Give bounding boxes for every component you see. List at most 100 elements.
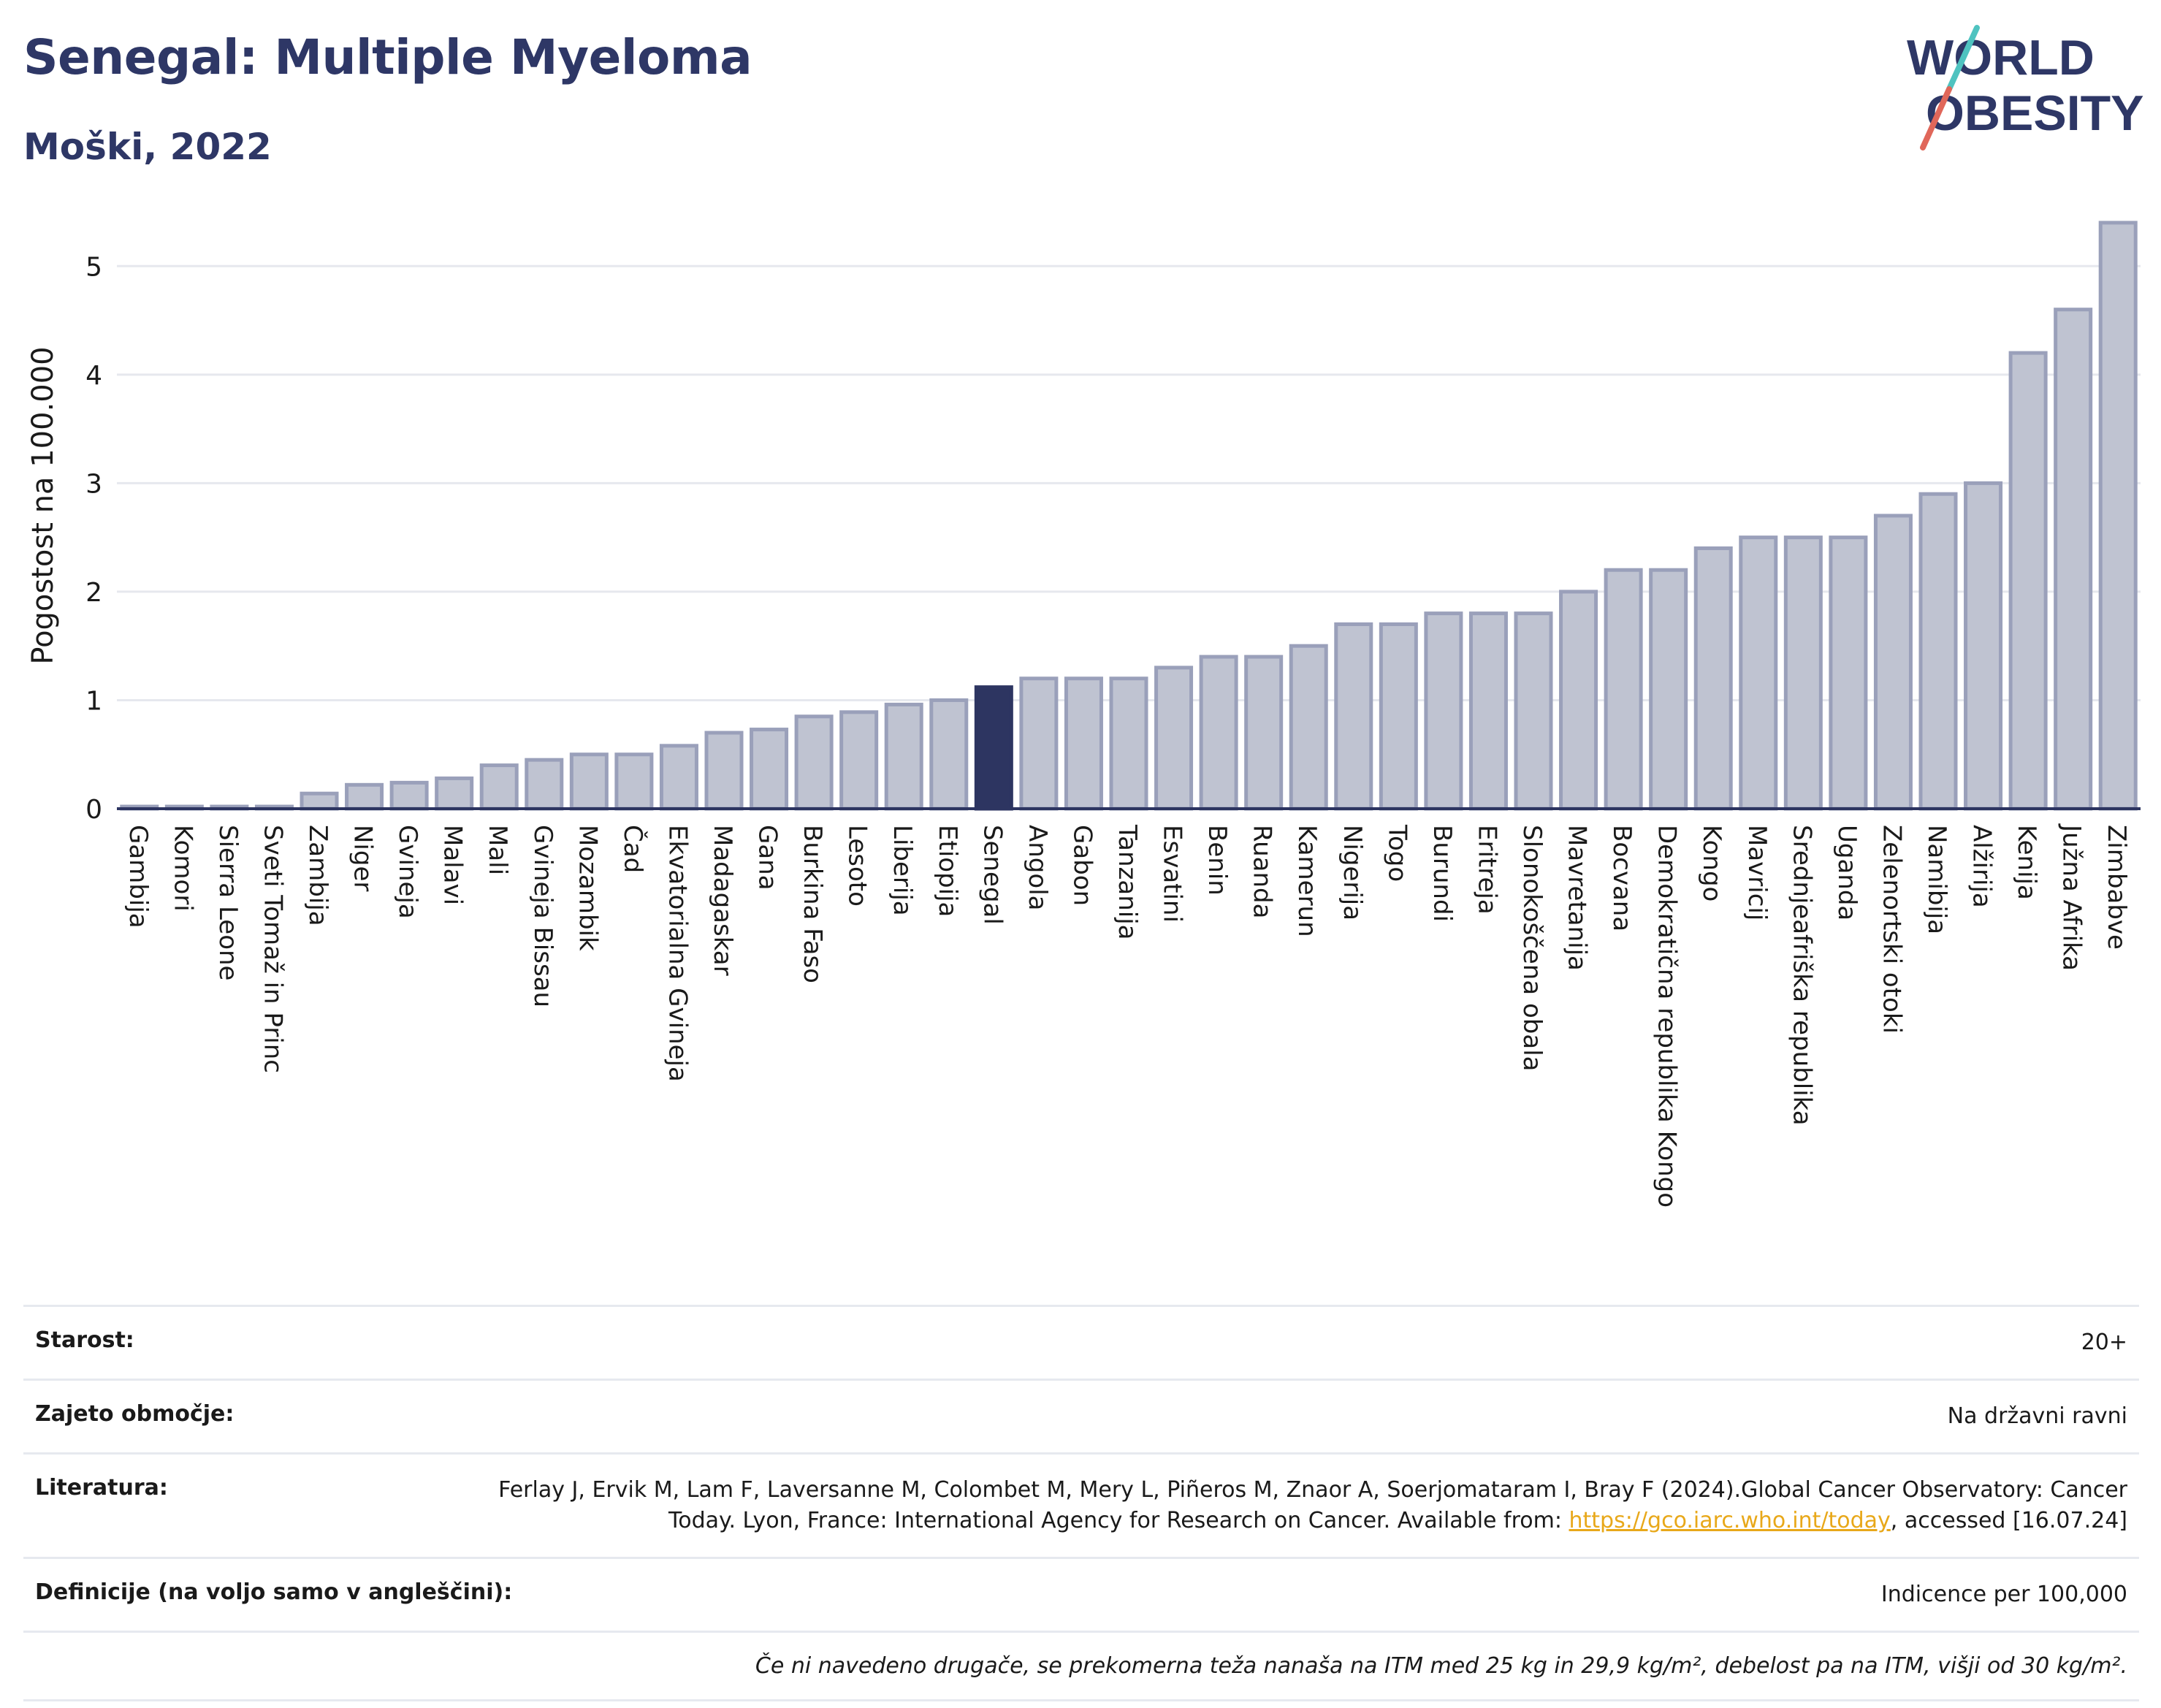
- x-tick-label: Gvineja Bissau: [528, 825, 557, 1007]
- bar-eritreja: [1468, 611, 1508, 811]
- bar-srednjeafriška-republika: [1783, 535, 1823, 811]
- coverage-label: Zajeto območje:: [35, 1401, 235, 1427]
- bar-angola: [1019, 676, 1059, 811]
- reference-value: Ferlay J, Ervik M, Lam F, Laversanne M, …: [447, 1475, 2127, 1536]
- x-tick-label: Ruanda: [1248, 825, 1277, 918]
- bar-chart: 0 1 2 3 4 5 Gambija Komori Sierra Leone Sveti To…: [26, 221, 2141, 1208]
- bar-liberija: [884, 702, 923, 811]
- x-tick-label: Gana: [753, 825, 782, 891]
- x-tick-label: Mali: [483, 825, 512, 875]
- x-tick-label: Uganda: [1832, 825, 1861, 920]
- x-tick-label: Kamerun: [1292, 825, 1322, 937]
- bar-slonokoščena-obala: [1514, 611, 1553, 811]
- x-tick-label: Senegal: [977, 825, 1007, 925]
- bar-lesoto: [839, 710, 879, 811]
- bar-kongo: [1693, 546, 1733, 811]
- x-tick-label: Komori: [168, 825, 197, 912]
- bar-senegal: [974, 685, 1013, 811]
- bar-burundi: [1424, 611, 1463, 811]
- bars: [120, 221, 2138, 811]
- bar-demokratična-republika-kongo: [1649, 568, 1688, 811]
- x-tick-label: Angola: [1023, 825, 1052, 910]
- x-tick-label: Kongo: [1697, 825, 1726, 901]
- bar-etiopija: [929, 698, 969, 811]
- reference-label: Literatura:: [35, 1475, 168, 1501]
- x-tick-label: Gvineja: [393, 825, 422, 919]
- x-tick-label: Alžirija: [1967, 825, 1997, 908]
- bar-čad: [614, 752, 654, 811]
- x-tick-label: Gambija: [123, 825, 153, 929]
- y-tick-label: 5: [85, 252, 102, 282]
- bar-zimbabve: [2098, 221, 2138, 811]
- x-tick-label: Zambija: [303, 825, 332, 926]
- x-tick-label: Malavi: [438, 825, 468, 905]
- x-tick-label: Lesoto: [843, 825, 872, 907]
- bar-kamerun: [1289, 644, 1328, 811]
- x-tick-label: Kenija: [2012, 825, 2041, 900]
- bar-esvatini: [1154, 666, 1194, 811]
- info-row-footnote: Če ni navedeno drugače, se prekomerna te…: [23, 1631, 2139, 1701]
- bar-zambija: [300, 791, 339, 811]
- x-tick-label: Srednjeafriška republika: [1787, 825, 1816, 1126]
- reference-text-2: , accessed [16.07.24]: [1890, 1508, 2127, 1533]
- x-tick-label: Liberija: [888, 825, 917, 916]
- bar-benin: [1199, 655, 1238, 811]
- footnote: Če ni navedeno drugače, se prekomerna te…: [755, 1653, 2127, 1679]
- x-tick-label: Etiopija: [933, 825, 962, 917]
- y-axis-label: Pogostost na 100.000: [26, 346, 60, 664]
- info-row-coverage: Zajeto območje: Na državni ravni: [23, 1379, 2139, 1452]
- bar-namibija: [1918, 492, 1958, 811]
- info-row-reference: Literatura: Ferlay J, Ervik M, Lam F, La…: [23, 1452, 2139, 1557]
- x-tick-label: Zelenortski otoki: [1877, 825, 1906, 1034]
- reference-text-1: Ferlay J, Ervik M, Lam F, Laversanne M, …: [498, 1477, 2127, 1533]
- bar-gvineja: [389, 780, 429, 811]
- bar-mozambik: [569, 752, 609, 811]
- x-tick-labels: Gambija Komori Sierra Leone Sveti Tomaž in …: [123, 823, 2131, 1208]
- bar-uganda: [1829, 535, 1868, 811]
- x-tick-label: Ekvatorialna Gvineja: [663, 825, 692, 1082]
- x-tick-label: Zimbabve: [2102, 825, 2131, 950]
- logo-slash-top: [1946, 25, 1980, 92]
- bar-tanzanija: [1109, 676, 1148, 811]
- logo-word-obesity: OBESITY: [1926, 85, 2144, 141]
- y-tick-label: 0: [85, 795, 102, 825]
- x-tick-label: Namibija: [1922, 825, 1951, 934]
- world-obesity-logo: WORLD OBESITY: [1907, 25, 2144, 150]
- x-tick-label: Demokratična republika Kongo: [1653, 825, 1682, 1208]
- bar-nigerija: [1334, 622, 1373, 811]
- x-tick-label: Sveti Tomaž in Princ: [258, 825, 287, 1073]
- bar-mavricij: [1739, 535, 1778, 811]
- x-tick-label: Niger: [348, 825, 378, 891]
- y-tick-labels: 0 1 2 3 4 5: [85, 252, 102, 825]
- x-tick-label: Sierra Leone: [213, 825, 243, 980]
- bar-malavi: [435, 776, 474, 811]
- x-tick-label: Burundi: [1428, 825, 1457, 922]
- bar-gana: [750, 728, 789, 811]
- bar-bocvana: [1604, 568, 1643, 811]
- x-tick-label: Bocvana: [1607, 825, 1636, 931]
- chart-subtitle: Moški, 2022: [23, 126, 272, 168]
- bar-gvineja-bissau: [525, 758, 564, 811]
- x-tick-label: Južna Afrika: [2057, 823, 2086, 971]
- x-tick-label: Mavricij: [1742, 825, 1772, 920]
- x-tick-label: Togo: [1382, 824, 1411, 882]
- bar-madagaskar: [704, 731, 744, 811]
- bar-mavretanija: [1559, 590, 1598, 811]
- y-tick-label: 1: [85, 686, 102, 716]
- reference-link[interactable]: https://gco.iarc.who.int/today: [1569, 1508, 1891, 1533]
- bar-ekvatorialna-gvineja: [659, 744, 698, 811]
- logo-slash-bottom: [1920, 86, 1952, 150]
- chart-title: Senegal: Multiple Myeloma: [23, 29, 752, 85]
- x-tick-label: Slonokoščena obala: [1517, 825, 1547, 1071]
- bar-alžirija: [1964, 481, 2003, 811]
- bar-togo: [1379, 622, 1418, 811]
- bar-niger: [345, 782, 384, 811]
- x-tick-label: Nigerija: [1338, 825, 1367, 920]
- bar-mali: [479, 763, 519, 811]
- x-tick-label: Benin: [1203, 825, 1232, 896]
- x-tick-label: Madagaskar: [708, 825, 737, 976]
- x-tick-label: Mozambik: [573, 825, 602, 951]
- bar-burkina-faso: [794, 714, 834, 811]
- info-table: Starost: 20+ Zajeto območje: Na državni …: [23, 1305, 2139, 1701]
- info-row-definitions: Definicije (na voljo samo v angleščini):…: [23, 1557, 2139, 1631]
